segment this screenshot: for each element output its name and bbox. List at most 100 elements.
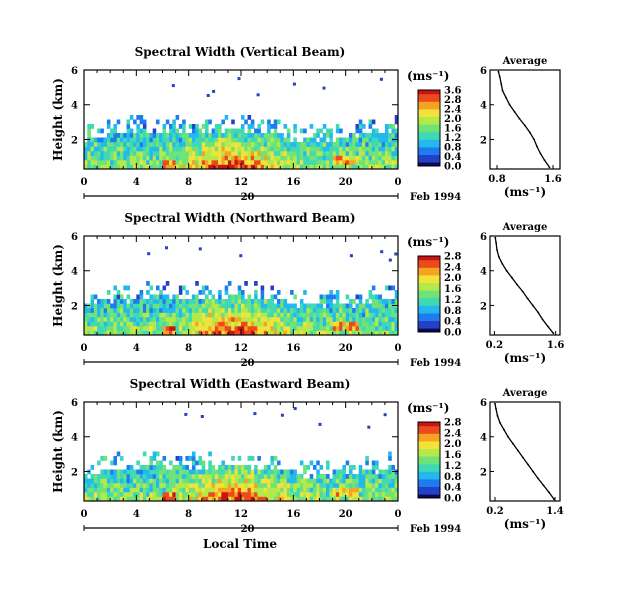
colorbar-tick-label: 0.8: [444, 306, 461, 317]
heatmap-cell: [84, 155, 88, 161]
heatmap-cell: [162, 496, 167, 502]
heatmap-cell: [155, 164, 160, 170]
heatmap-cell: [221, 303, 225, 309]
heatmap-cell: [129, 330, 134, 336]
heatmap-cell: [234, 483, 239, 488]
heatmap-cell: [195, 483, 199, 488]
profile-point: [546, 325, 549, 328]
heatmap-cell: [113, 285, 118, 291]
heatmap-cell: [247, 124, 252, 129]
heatmap-cell: [178, 460, 183, 466]
heatmap-cell: [133, 142, 137, 147]
heatmap-cell: [263, 330, 268, 336]
heatmap-cell: [162, 317, 167, 322]
heatmap-cell: [178, 326, 183, 331]
heatmap-cell: [358, 303, 363, 309]
heatmap-cell: [182, 308, 186, 313]
heatmap-cell: [368, 303, 373, 309]
heatmap-cell: [263, 326, 268, 331]
heatmap-cell: [169, 483, 173, 488]
heatmap-cell: [214, 133, 219, 138]
profile-point: [499, 421, 501, 424]
colorbar-segment: [418, 286, 440, 289]
heatmap-cell: [256, 93, 260, 97]
heatmap-cell: [352, 137, 356, 143]
heatmap-cell: [244, 160, 248, 165]
heatmap-cell: [365, 469, 369, 475]
heatmap-cell: [286, 128, 291, 134]
heatmap-cell: [283, 142, 288, 147]
heatmap-cell: [152, 299, 157, 304]
heatmap-cell: [175, 146, 180, 152]
heatmap-cell: [155, 299, 160, 304]
heatmap-cell: [231, 294, 235, 300]
heatmap-cell: [149, 285, 153, 291]
heatmap-cell: [316, 308, 320, 313]
heatmap-cell: [136, 321, 140, 327]
x-tick-label: 12: [234, 177, 248, 188]
heatmap-cell: [103, 321, 108, 327]
heatmap-cell: [224, 478, 229, 484]
profile-point: [543, 159, 546, 162]
heatmap-cell: [319, 160, 324, 165]
heatmap-cell: [100, 303, 104, 309]
heatmap-cell: [319, 303, 324, 309]
colorbar-segment: [418, 456, 440, 459]
heatmap-cell: [371, 483, 376, 488]
heatmap-cell: [224, 317, 229, 322]
heatmap-cell: [241, 465, 245, 470]
heatmap-cell: [365, 146, 369, 152]
heatmap-cell: [371, 469, 376, 475]
heatmap-cell: [267, 299, 271, 304]
heatmap-cell: [211, 303, 216, 309]
heatmap-cell: [188, 474, 193, 479]
heatmap-cell: [234, 164, 239, 170]
heatmap-cell: [133, 317, 137, 322]
heatmap-cell: [378, 160, 382, 165]
heatmap-cell: [175, 330, 180, 336]
heatmap-cell: [290, 142, 294, 147]
heatmap-cell: [293, 496, 297, 502]
heatmap-cell: [345, 478, 350, 484]
heatmap-cell: [103, 299, 108, 304]
heatmap-cell: [263, 487, 268, 493]
colorbar-tick-label: 0.8: [444, 143, 461, 154]
heatmap-cell: [175, 133, 180, 138]
heatmap-cell: [198, 146, 203, 152]
heatmap-cell: [191, 160, 196, 165]
heatmap-cell: [253, 412, 257, 416]
heatmap-cell: [100, 151, 104, 156]
heatmap-cell: [381, 496, 386, 502]
heatmap-cell: [358, 124, 363, 129]
heatmap-cell: [227, 326, 232, 331]
colorbar-segment: [418, 154, 440, 157]
heatmap-cell: [352, 326, 356, 331]
heatmap-cell: [205, 483, 209, 488]
heatmap-cell: [90, 137, 95, 143]
heatmap-cell: [139, 478, 144, 484]
heatmap-cell: [159, 137, 163, 143]
heatmap-cell: [234, 303, 239, 309]
heatmap-cell: [303, 142, 307, 147]
heatmap-cell: [155, 487, 160, 493]
heatmap-cell: [263, 474, 268, 479]
heatmap-cell: [326, 496, 330, 502]
heatmap-cell: [342, 474, 346, 479]
heatmap-cell: [211, 326, 216, 331]
heatmap-cell: [388, 299, 392, 304]
heatmap-cell: [250, 155, 255, 161]
heatmap-cell: [355, 317, 360, 322]
heatmap-cell: [267, 317, 271, 322]
heatmap-cell: [113, 496, 118, 502]
heatmap-cell: [221, 478, 225, 484]
heatmap-cell: [355, 321, 360, 327]
heatmap-cell: [146, 474, 150, 479]
heatmap-cell: [326, 294, 330, 300]
heatmap-cell: [254, 160, 258, 165]
heatmap-cell: [97, 164, 101, 170]
heatmap-cell: [365, 456, 369, 461]
heatmap-cell: [87, 160, 91, 165]
heatmap-cell: [260, 496, 265, 502]
heatmap-cell: [90, 160, 95, 165]
heatmap-cell: [159, 151, 163, 156]
